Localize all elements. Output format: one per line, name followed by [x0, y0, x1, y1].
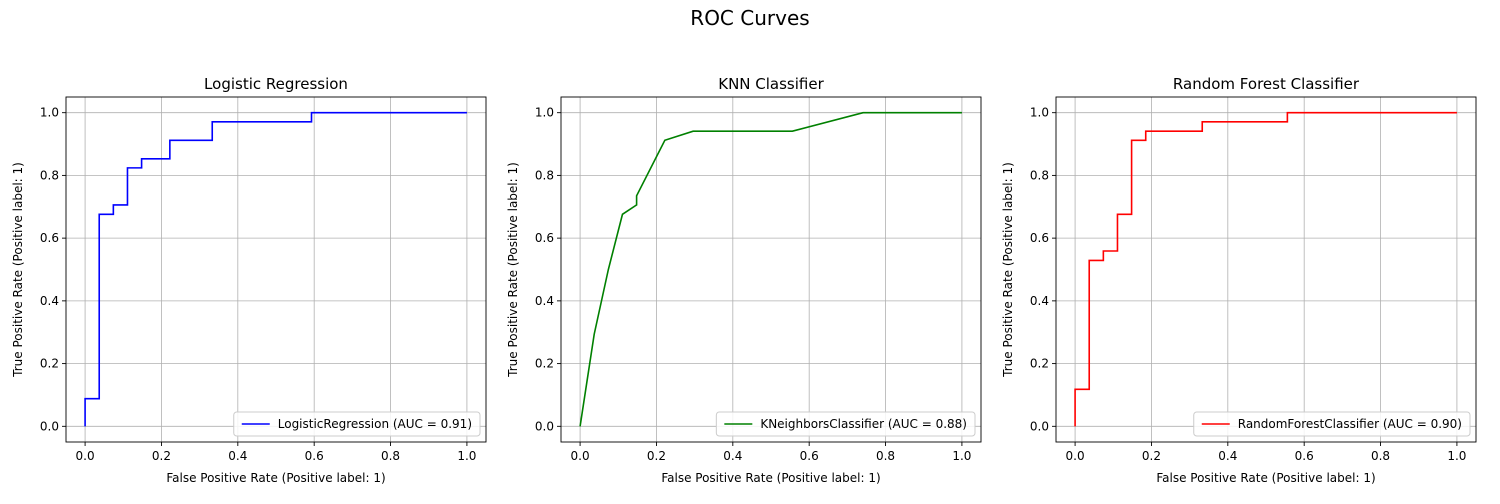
legend-box: [1193, 411, 1471, 437]
y-tick-label: 1.0: [40, 106, 59, 120]
roc-curve-line: [1074, 111, 1457, 427]
y-tick-label: 1.0: [1030, 106, 1049, 120]
y-tick-label: 0.8: [40, 168, 59, 182]
x-axis-label: False Positive Rate (Positive label: 1): [661, 471, 880, 485]
y-tick-label: 0.0: [1030, 419, 1049, 433]
subplot-title: Random Forest Classifier: [1173, 75, 1360, 93]
x-tick-label: 0.4: [1218, 449, 1237, 463]
legend-label: RandomForestClassifier (AUC = 0.90): [1238, 417, 1462, 431]
x-tick-label: 1.0: [1447, 449, 1466, 463]
x-tick-label: 0.4: [723, 449, 742, 463]
y-tick-label: 0.6: [535, 231, 554, 245]
subplot-title: KNN Classifier: [718, 75, 824, 93]
y-tick-label: 0.4: [40, 294, 59, 308]
axes-frame: [1055, 96, 1477, 443]
legend-label: KNeighborsClassifier (AUC = 0.88): [760, 417, 967, 431]
x-tick-label: 0.6: [305, 449, 324, 463]
y-tick-label: 0.8: [535, 168, 554, 182]
x-tick-label: 0.6: [1295, 449, 1314, 463]
x-tick-label: 0.8: [1371, 449, 1390, 463]
legend: RandomForestClassifier (AUC = 0.90): [1193, 411, 1471, 437]
x-tick-label: 0.2: [647, 449, 666, 463]
x-tick-label: 0.2: [152, 449, 171, 463]
y-tick-label: 0.6: [1030, 231, 1049, 245]
x-tick-label: 0.8: [381, 449, 400, 463]
legend-box: [715, 411, 976, 437]
x-axis-label: False Positive Rate (Positive label: 1): [1156, 471, 1375, 485]
x-tick-label: 0.4: [228, 449, 247, 463]
legend: LogisticRegression (AUC = 0.91): [233, 411, 481, 437]
y-axis-label: True Positive Rate (Positive label: 1): [1001, 162, 1015, 378]
subplot-1: 0.0 0.2 0.4 0.6 0.8 1.0 0.0 0.2 0.4 0.6 0.8 1.0 Logi…: [11, 75, 487, 485]
y-tick-label: 1.0: [535, 106, 554, 120]
legend-box: [233, 411, 481, 437]
x-tick-label: 0.0: [1066, 449, 1085, 463]
x-tick-label: 1.0: [952, 449, 971, 463]
legend: KNeighborsClassifier (AUC = 0.88): [715, 411, 976, 437]
figure-title: ROC Curves: [690, 6, 809, 30]
subplot-3: 0.0 0.2 0.4 0.6 0.8 1.0 0.0 0.2 0.4 0.6 0.8 1.0 Rand…: [1001, 75, 1477, 485]
x-tick-label: 0.0: [76, 449, 95, 463]
y-tick-label: 0.2: [40, 357, 59, 371]
x-tick-label: 0.2: [1142, 449, 1161, 463]
y-tick-label: 0.8: [1030, 168, 1049, 182]
roc-curve-line: [579, 111, 962, 427]
x-tick-label: 0.0: [571, 449, 590, 463]
x-tick-label: 0.6: [800, 449, 819, 463]
y-tick-label: 0.2: [535, 357, 554, 371]
axes-frame: [65, 96, 487, 443]
y-tick-label: 0.0: [535, 419, 554, 433]
y-axis-label: True Positive Rate (Positive label: 1): [506, 162, 520, 378]
subplot-2: 0.0 0.2 0.4 0.6 0.8 1.0 0.0 0.2 0.4 0.6 0.8 1.0 KNN …: [506, 75, 982, 485]
legend-label: LogisticRegression (AUC = 0.91): [278, 417, 472, 431]
y-tick-label: 0.4: [535, 294, 554, 308]
x-tick-label: 1.0: [457, 449, 476, 463]
x-axis-label: False Positive Rate (Positive label: 1): [166, 471, 385, 485]
y-tick-label: 0.2: [1030, 357, 1049, 371]
y-tick-label: 0.6: [40, 231, 59, 245]
roc-curve-line: [84, 111, 467, 427]
x-tick-label: 0.8: [876, 449, 895, 463]
y-tick-label: 0.0: [40, 419, 59, 433]
y-tick-label: 0.4: [1030, 294, 1049, 308]
axes-frame: [560, 96, 982, 443]
y-axis-label: True Positive Rate (Positive label: 1): [11, 162, 25, 378]
subplot-title: Logistic Regression: [204, 75, 348, 93]
